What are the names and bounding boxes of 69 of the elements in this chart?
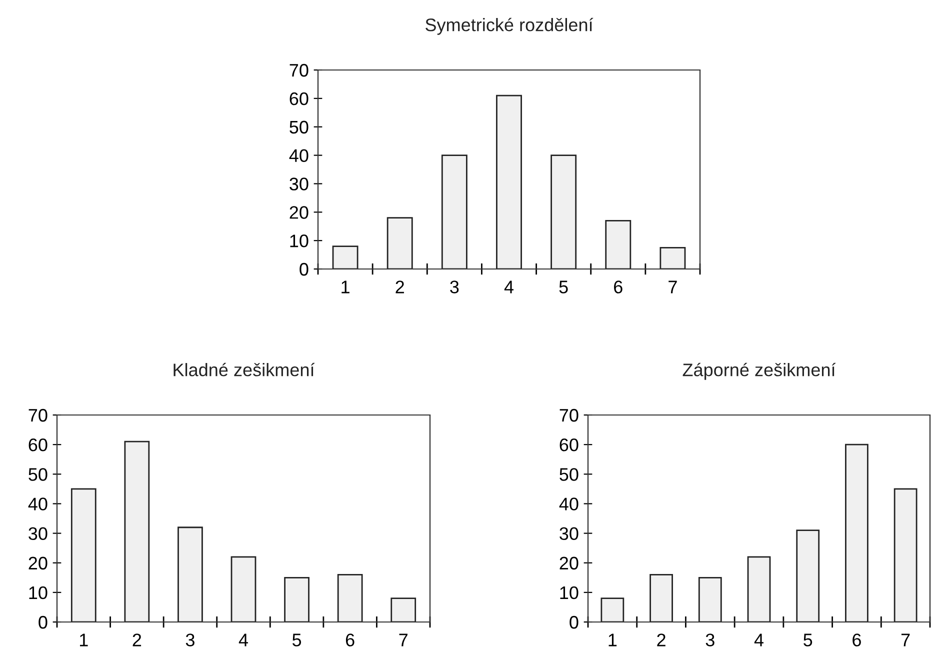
y-tick-label: 0 — [38, 616, 48, 629]
x-tick-label: 7 — [399, 634, 408, 646]
y-tick-label: 70 — [560, 408, 578, 422]
bar — [496, 94, 522, 269]
y-tick-label: 10 — [29, 586, 48, 600]
x-tick-label: 4 — [504, 280, 514, 294]
x-tick-label: 2 — [396, 280, 404, 294]
chart-title: Záporné zešikmení — [682, 362, 836, 380]
y-tick-label: 70 — [290, 64, 308, 77]
bar — [124, 440, 150, 622]
bar — [70, 488, 96, 622]
y-tick-label: 30 — [290, 178, 308, 190]
bar — [178, 526, 203, 622]
bar — [605, 220, 632, 269]
x-tick-label: 6 — [346, 634, 354, 646]
bar — [698, 576, 722, 622]
bar — [747, 556, 771, 622]
x-tick-label: 3 — [186, 634, 194, 646]
x-tick-label: 4 — [754, 634, 764, 646]
y-tick-label: 30 — [28, 527, 48, 540]
y-tick-label: 60 — [560, 438, 578, 452]
x-tick-label: 5 — [804, 634, 812, 646]
x-tick-label: 5 — [292, 634, 302, 646]
y-tick-label: 30 — [560, 527, 578, 540]
x-tick-label: 7 — [668, 280, 677, 294]
x-tick-label: 1 — [80, 634, 88, 646]
y-tick-label: 50 — [28, 468, 48, 481]
bar — [337, 574, 363, 622]
x-tick-label: 1 — [342, 280, 350, 294]
bar — [390, 598, 416, 622]
bar — [230, 556, 256, 622]
bar — [386, 217, 413, 269]
bar — [660, 246, 686, 269]
y-tick-label: 40 — [28, 498, 48, 510]
x-tick-label: 5 — [559, 280, 568, 294]
x-tick-label: 6 — [852, 634, 861, 646]
bar — [550, 154, 577, 269]
y-tick-label: 20 — [560, 556, 578, 570]
y-tick-label: 0 — [570, 616, 578, 629]
bar — [650, 574, 673, 622]
y-tick-label: 20 — [290, 206, 308, 219]
y-tick-label: 50 — [290, 120, 308, 134]
y-tick-label: 0 — [300, 262, 308, 276]
y-tick-label: 20 — [28, 556, 48, 570]
bar — [332, 246, 358, 269]
y-tick-label: 70 — [28, 408, 48, 422]
bar — [845, 444, 868, 622]
y-tick-label: 40 — [289, 149, 308, 162]
x-tick-label: 3 — [706, 634, 714, 646]
bar — [796, 530, 820, 622]
y-tick-label: 40 — [559, 498, 578, 510]
y-tick-label: 60 — [28, 438, 48, 452]
x-tick-label: 2 — [132, 634, 142, 646]
bar — [441, 154, 468, 269]
x-tick-label: 4 — [238, 634, 248, 646]
y-tick-label: 50 — [560, 468, 578, 481]
x-tick-label: 1 — [608, 634, 617, 646]
x-tick-label: 7 — [901, 634, 910, 646]
bar — [894, 488, 918, 622]
y-tick-label: 60 — [290, 92, 308, 106]
x-tick-label: 6 — [614, 280, 622, 294]
y-tick-label: 10 — [560, 586, 578, 600]
bar — [600, 598, 624, 622]
bar — [284, 576, 310, 622]
chart-title: Kladné zešikmení — [174, 362, 315, 376]
y-tick-label: 10 — [290, 234, 308, 248]
x-tick-label: 2 — [657, 634, 666, 646]
chart-title: Symetrické rozdělení — [426, 18, 594, 35]
x-tick-label: 3 — [450, 280, 459, 294]
